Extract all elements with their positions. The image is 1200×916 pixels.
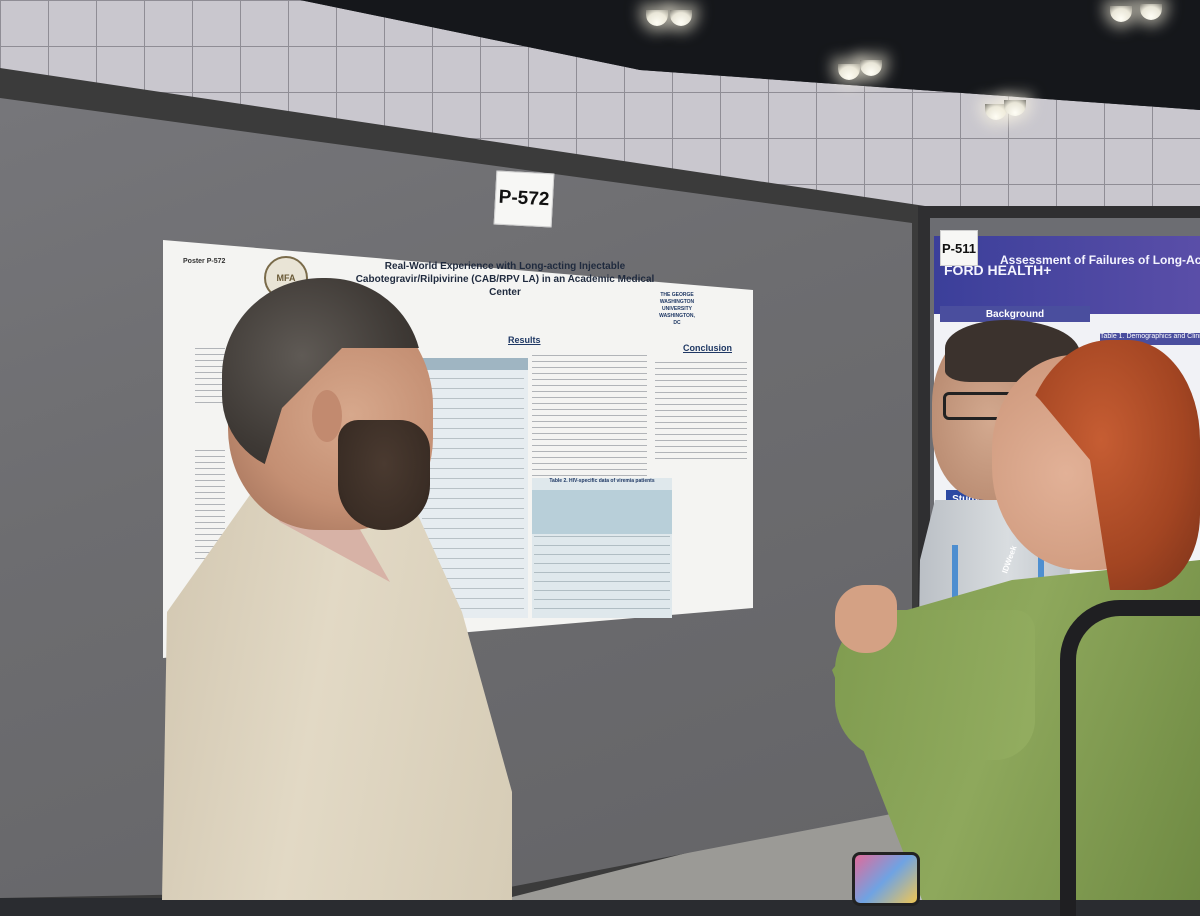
- ceiling-lamp: [1110, 6, 1132, 22]
- smartphone: [852, 852, 920, 906]
- conclusion-heading: Conclusion: [683, 343, 732, 353]
- results-heading: Results: [508, 335, 541, 345]
- ceiling-lamp: [1140, 4, 1162, 20]
- poster-right-title: Assessment of Failures of Long-Acting Ca…: [1000, 253, 1200, 267]
- viremia-table-caption: Table 2. HIV-specific data of viremia pa…: [549, 478, 655, 484]
- demographics-table-header: [418, 358, 528, 370]
- man-beard: [338, 420, 430, 530]
- results-text-block: [532, 355, 647, 485]
- woman-gesturing-hand: [835, 585, 897, 653]
- poster-label: Poster P-572: [183, 258, 226, 265]
- ceiling-lamp: [985, 104, 1007, 120]
- man-ear: [312, 390, 342, 442]
- background-heading: Background: [940, 306, 1090, 322]
- ceiling-lamp: [646, 10, 668, 26]
- viremia-table-rows: [534, 536, 670, 614]
- conclusion-text-block: [655, 362, 747, 462]
- poster-number-card: P-572: [493, 170, 555, 228]
- poster-number-card-right: P-511: [940, 230, 978, 266]
- intro-text-block: [195, 348, 225, 408]
- ceiling-lamp: [838, 64, 860, 80]
- viremia-table-columns: [532, 490, 672, 534]
- university-logo: THE GEORGE WASHINGTON UNIVERSITY WASHING…: [659, 292, 695, 326]
- ceiling-lamp: [1004, 100, 1026, 116]
- ceiling-lamp: [670, 10, 692, 26]
- organization-logo: FORD HEALTH+: [944, 262, 1052, 278]
- bag-strap: [1060, 600, 1200, 916]
- poster-title: Real-World Experience with Long-acting I…: [355, 261, 655, 298]
- poster-right-header: [934, 236, 1200, 314]
- ceiling-lamp: [860, 60, 882, 76]
